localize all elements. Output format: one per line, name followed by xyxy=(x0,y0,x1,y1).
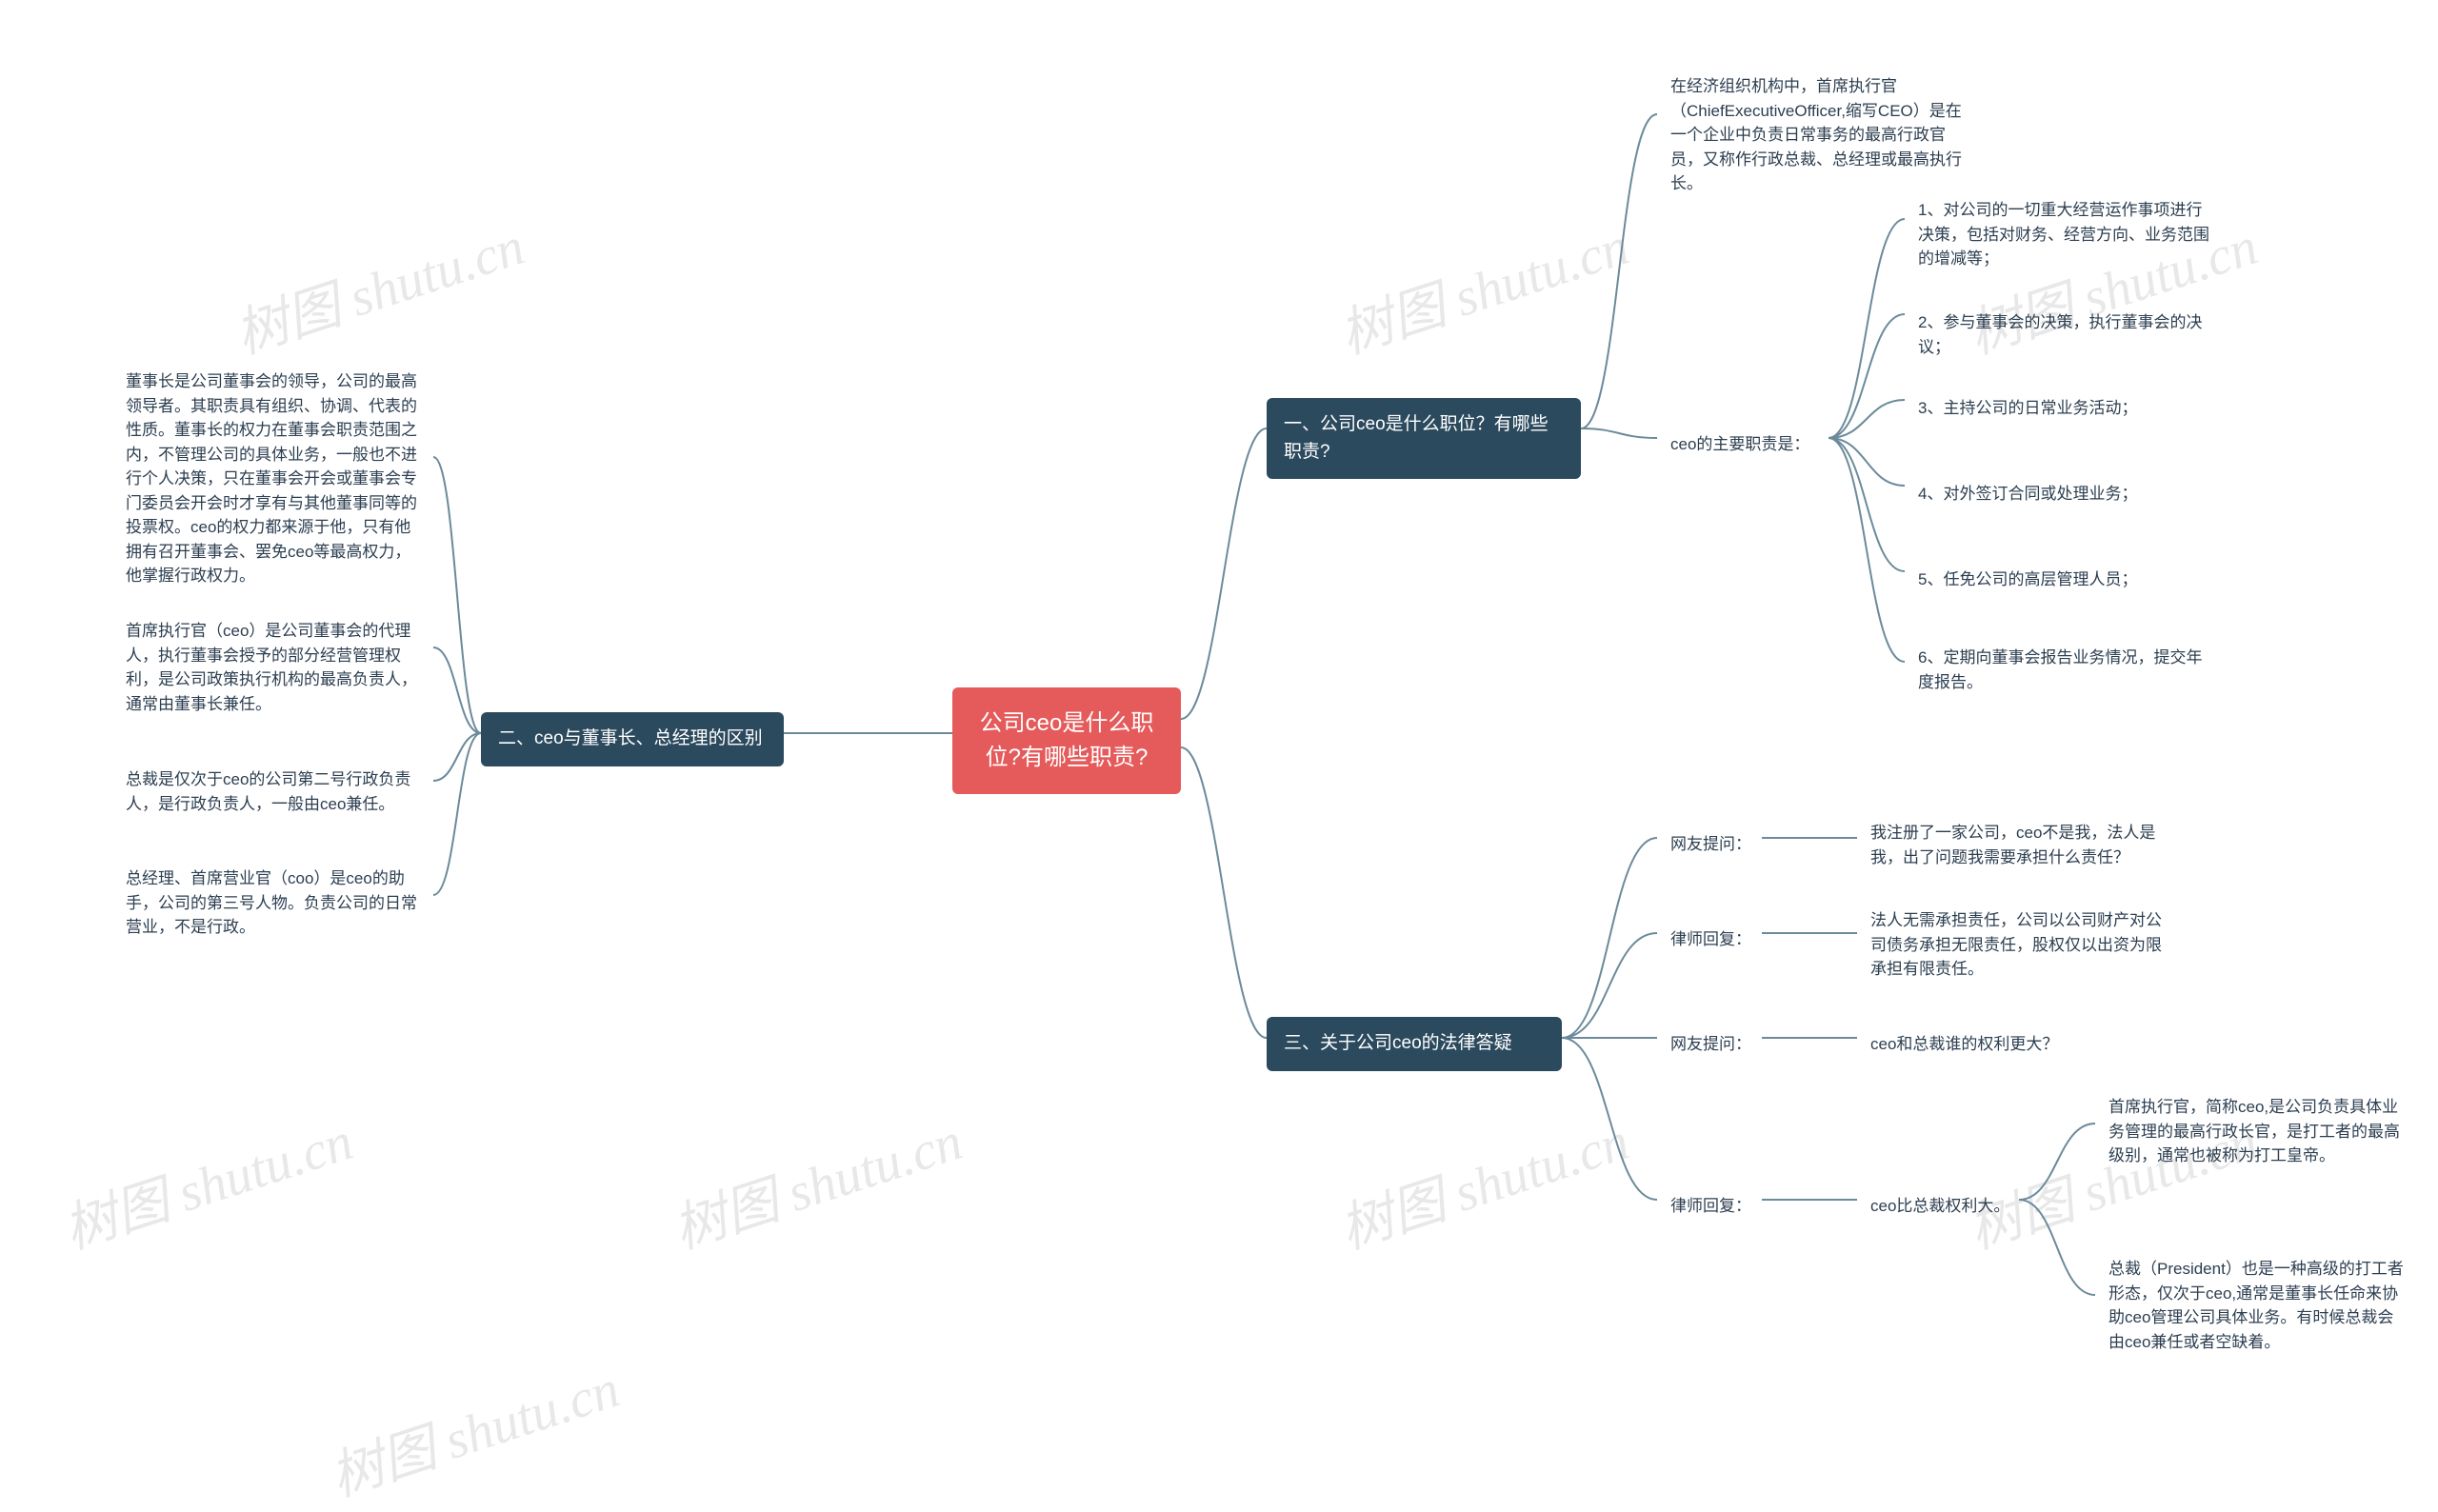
branch-2-child-3: 总经理、首席营业官（coo）是ceo的助手，公司的第三号人物。负责公司的日常营业… xyxy=(112,857,436,949)
duty-6: 6、定期向董事会报告业务情况，提交年度报告。 xyxy=(1905,636,2228,704)
watermark: 树图 shutu.cn xyxy=(1329,1098,1637,1263)
root-node: 公司ceo是什么职位?有哪些职责? xyxy=(952,687,1181,794)
watermark: 树图 shutu.cn xyxy=(52,1098,361,1263)
watermark: 树图 shutu.cn xyxy=(662,1098,970,1263)
a2-sub-0: 首席执行官，简称ceo,是公司负责具体业务管理的最高行政长官，是打工者的最高级别… xyxy=(2095,1085,2419,1178)
branch-1: 一、公司ceo是什么职位？有哪些职责? xyxy=(1267,398,1581,479)
q1-text: 我注册了一家公司，ceo不是我，法人是我，出了问题我需要承担什么责任？ xyxy=(1857,811,2181,879)
duty-2: 2、参与董事会的决策，执行董事会的决议； xyxy=(1905,301,2228,368)
a1-label: 律师回复： xyxy=(1657,918,1765,962)
watermark: 树图 shutu.cn xyxy=(319,1345,628,1511)
q2-label: 网友提问： xyxy=(1657,1023,1765,1066)
watermark: 树图 shutu.cn xyxy=(1329,203,1637,368)
duty-4: 4、对外签订合同或处理业务； xyxy=(1905,472,2150,516)
branch-2-child-2: 总裁是仅次于ceo的公司第二号行政负责人，是行政负责人，一般由ceo兼任。 xyxy=(112,758,436,826)
watermark: 树图 shutu.cn xyxy=(224,203,532,368)
a1-text: 法人无需承担责任，公司以公司财产对公司债务承担无限责任，股权仅以出资为限承担有限… xyxy=(1857,899,2181,991)
branch-3: 三、关于公司ceo的法律答疑 xyxy=(1267,1017,1562,1071)
branch-2: 二、ceo与董事长、总经理的区别 xyxy=(481,712,784,766)
duty-3: 3、主持公司的日常业务活动； xyxy=(1905,387,2150,430)
q1-label: 网友提问： xyxy=(1657,823,1765,866)
duty-5: 5、任免公司的高层管理人员； xyxy=(1905,558,2150,602)
branch-2-child-1: 首席执行官（ceo）是公司董事会的代理人，执行董事会授予的部分经营管理权利，是公… xyxy=(112,609,436,726)
a2-text: ceo比总裁权利大。 xyxy=(1857,1184,2023,1228)
branch-2-child-0: 董事长是公司董事会的领导，公司的最高领导者。其职责具有组织、协调、代表的性质。董… xyxy=(112,360,436,598)
branch-1-child-0: 在经济组织机构中，首席执行官（ChiefExecutiveOfficer,缩写C… xyxy=(1657,65,1981,206)
a2-label: 律师回复： xyxy=(1657,1184,1765,1228)
branch-1-child-1: ceo的主要职责是： xyxy=(1657,423,1823,467)
duty-1: 1、对公司的一切重大经营运作事项进行决策，包括对财务、经营方向、业务范围的增减等… xyxy=(1905,189,2228,281)
q2-text: ceo和总裁谁的权利更大？ xyxy=(1857,1023,2071,1066)
a2-sub-1: 总裁（President）也是一种高级的打工者形态，仅次于ceo,通常是董事长任… xyxy=(2095,1247,2419,1363)
